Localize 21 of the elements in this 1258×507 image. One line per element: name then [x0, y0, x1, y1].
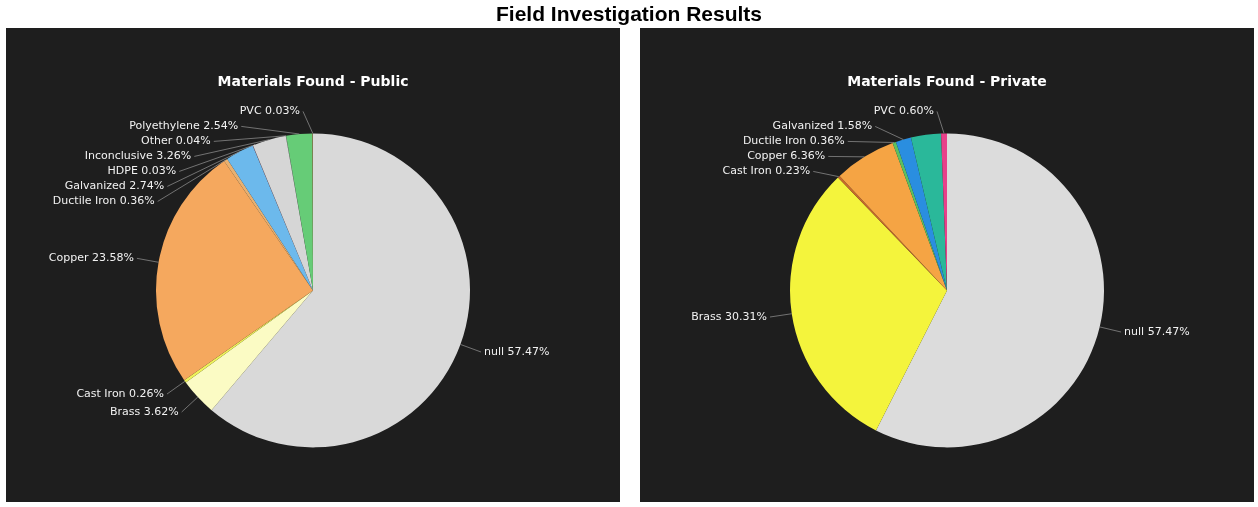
slice-label: Brass 30.31% [691, 309, 767, 323]
slice-label: Polyethylene 2.54% [129, 119, 239, 133]
slice-label: Ductile Iron 0.36% [52, 194, 155, 208]
slice-label: Cast Iron 0.26% [76, 386, 165, 400]
slice-label: Ductile Iron 0.36% [742, 134, 845, 148]
slice-label: Copper 23.58% [48, 251, 134, 265]
slice-label: Cast Iron 0.23% [722, 164, 811, 178]
slice-label: Inconclusive 3.26% [84, 149, 192, 163]
slice-label: null 57.47% [484, 344, 550, 358]
text: Field Investigation Results [494, 1, 764, 27]
chart-title: Materials Found - Private [847, 73, 1047, 90]
slice-label: PVC 0.03% [239, 104, 300, 118]
slice-label: null 57.47% [1124, 324, 1190, 338]
slice-label: Galvanized 2.74% [64, 179, 165, 193]
chart-title: Materials Found - Public [217, 73, 409, 90]
slice-label: Galvanized 1.58% [772, 119, 873, 133]
slice-label: HDPE 0.03% [107, 164, 177, 178]
slice-label: PVC 0.60% [873, 104, 934, 118]
slice-label: Copper 6.36% [747, 149, 826, 163]
slice-label: Other 0.04% [141, 134, 211, 148]
slice-label: Brass 3.62% [109, 404, 179, 418]
